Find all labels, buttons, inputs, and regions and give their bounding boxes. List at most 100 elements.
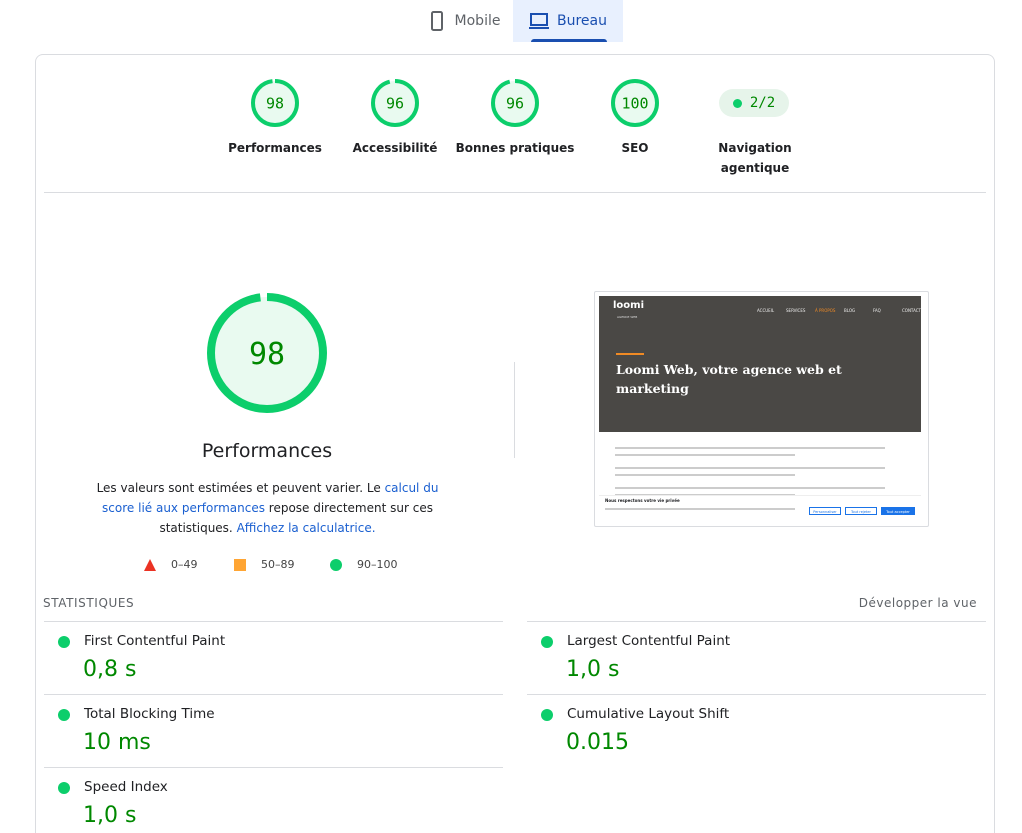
agentic-dot bbox=[732, 98, 742, 108]
legend-square bbox=[234, 559, 246, 571]
gauge-arc bbox=[207, 293, 327, 413]
thumb-text-line bbox=[615, 474, 795, 476]
legend-triangle bbox=[144, 559, 156, 571]
thumb-button: Tout rejeter bbox=[845, 507, 877, 515]
gauge-arc bbox=[251, 79, 299, 127]
score-label: SEO bbox=[621, 141, 649, 155]
tab-label: Mobile bbox=[454, 13, 501, 29]
phone-icon bbox=[430, 11, 443, 31]
metric-divider bbox=[527, 694, 986, 695]
agentic-pill: 2/2 bbox=[719, 89, 789, 117]
thumb-nav: FAQ bbox=[873, 308, 881, 313]
separator bbox=[44, 192, 986, 193]
tab[interactable]: Bureau bbox=[513, 0, 623, 42]
thumb-nav: CONTACT bbox=[902, 308, 921, 313]
metric-name: Largest Contentful Paint bbox=[567, 633, 731, 649]
legend-label: 0–49 bbox=[171, 558, 198, 571]
main-label: Performances bbox=[201, 440, 333, 462]
legend-circle bbox=[330, 559, 342, 571]
metric-dot bbox=[58, 782, 70, 794]
metric-divider bbox=[44, 694, 503, 695]
metric-name: Cumulative Layout Shift bbox=[567, 706, 730, 722]
thumb-button: Personnaliser bbox=[809, 507, 841, 515]
thumbnail: loomi AGENCE WEB ACCUEIL SERVICES À PROPOS BL… bbox=[594, 291, 929, 527]
metric-name: Speed Index bbox=[84, 779, 168, 795]
metric-value: 0,8 s bbox=[83, 657, 137, 682]
metric-dot bbox=[58, 709, 70, 721]
metric-divider bbox=[44, 767, 503, 768]
gauge-fill bbox=[373, 81, 417, 125]
description-text: repose directement sur ces statistiques. bbox=[159, 501, 433, 535]
thumb-nav: ACCUEIL bbox=[757, 308, 775, 313]
metric-value: 10 ms bbox=[83, 730, 151, 755]
gauge-fill bbox=[253, 81, 297, 125]
divider bbox=[514, 362, 515, 458]
gauge-value: 96 bbox=[386, 94, 404, 112]
thumb-text-line bbox=[615, 467, 885, 469]
metric-value: 1,0 s bbox=[83, 803, 137, 828]
metric-name: Total Blocking Time bbox=[84, 706, 215, 722]
score-gauge: 98 bbox=[251, 79, 299, 127]
description-text: Les valeurs sont estimées et peuvent var… bbox=[96, 481, 385, 495]
thumb-nav: BLOG bbox=[844, 308, 856, 313]
main-gauge: 98 bbox=[207, 293, 327, 413]
thumb-logo: loomi bbox=[613, 300, 645, 311]
thumb-text-line bbox=[615, 447, 885, 449]
agentic-value: 2/2 bbox=[749, 95, 776, 111]
tab[interactable]: Mobile bbox=[416, 0, 511, 42]
laptop-base bbox=[529, 27, 549, 29]
thumb-accent bbox=[616, 353, 644, 355]
thumb-text-line bbox=[615, 454, 795, 456]
gauge-arc bbox=[611, 79, 659, 127]
thumb-cookie-text bbox=[605, 508, 795, 510]
gauge-fill bbox=[493, 81, 537, 125]
legend-label: 50–89 bbox=[261, 558, 295, 571]
metric-value: 0.015 bbox=[566, 730, 629, 755]
report-card bbox=[35, 54, 995, 833]
expand-link[interactable]: Développer la vue bbox=[858, 596, 977, 610]
description-link[interactable]: calcul du score lié aux performances bbox=[102, 481, 439, 515]
thumb-tagline: AGENCE WEB bbox=[617, 315, 638, 319]
metric-value: 1,0 s bbox=[566, 657, 620, 682]
thumb-button: Tout accepter bbox=[881, 507, 915, 515]
laptop-icon bbox=[530, 13, 548, 26]
metric-dot bbox=[541, 636, 553, 648]
legend-icon bbox=[234, 559, 246, 571]
score-label: Performances bbox=[228, 141, 322, 155]
thumb-hero: loomi AGENCE WEB ACCUEIL SERVICES À PROPOS BL… bbox=[599, 296, 921, 432]
thumb-nav: À PROPOS bbox=[815, 308, 836, 313]
legend-icon bbox=[144, 559, 156, 571]
gauge-value: 100 bbox=[621, 94, 648, 112]
thumb-headline: Loomi Web, votre agence web et marketing bbox=[616, 362, 842, 396]
thumb-text-line bbox=[615, 487, 885, 489]
metric-name: First Contentful Paint bbox=[84, 633, 226, 649]
thumb-cookie: Nous respectons votre vie privée Personna… bbox=[599, 495, 921, 522]
agentic-label: Navigation agentique bbox=[718, 141, 792, 175]
score-gauge: 96 bbox=[491, 79, 539, 127]
description-link[interactable]: Affichez la calculatrice. bbox=[236, 521, 376, 535]
metric-dot bbox=[58, 636, 70, 648]
tab-label: Bureau bbox=[557, 13, 607, 29]
gauge-value: 98 bbox=[266, 94, 284, 112]
gauge-value: 96 bbox=[506, 94, 524, 112]
tab-icon bbox=[430, 11, 443, 31]
metric-divider bbox=[527, 621, 986, 622]
score-label: Bonnes pratiques bbox=[455, 141, 575, 155]
thumb-cookie-title: Nous respectons votre vie privée bbox=[605, 498, 680, 503]
gauge-fill bbox=[613, 81, 657, 125]
gauge-arc bbox=[371, 79, 419, 127]
tab-underline bbox=[531, 39, 607, 42]
description: Les valeurs sont estimées et peuvent var… bbox=[80, 478, 455, 538]
legend-label: 90–100 bbox=[357, 558, 398, 571]
score-gauge: 100 bbox=[611, 79, 659, 127]
legend-icon bbox=[330, 559, 342, 571]
gauge-value: 98 bbox=[249, 337, 285, 372]
stats-title: STATISTIQUES bbox=[43, 596, 135, 610]
gauge-arc bbox=[491, 79, 539, 127]
metric-dot bbox=[541, 709, 553, 721]
score-label: Accessibilité bbox=[352, 141, 438, 155]
gauge-fill bbox=[211, 297, 323, 409]
